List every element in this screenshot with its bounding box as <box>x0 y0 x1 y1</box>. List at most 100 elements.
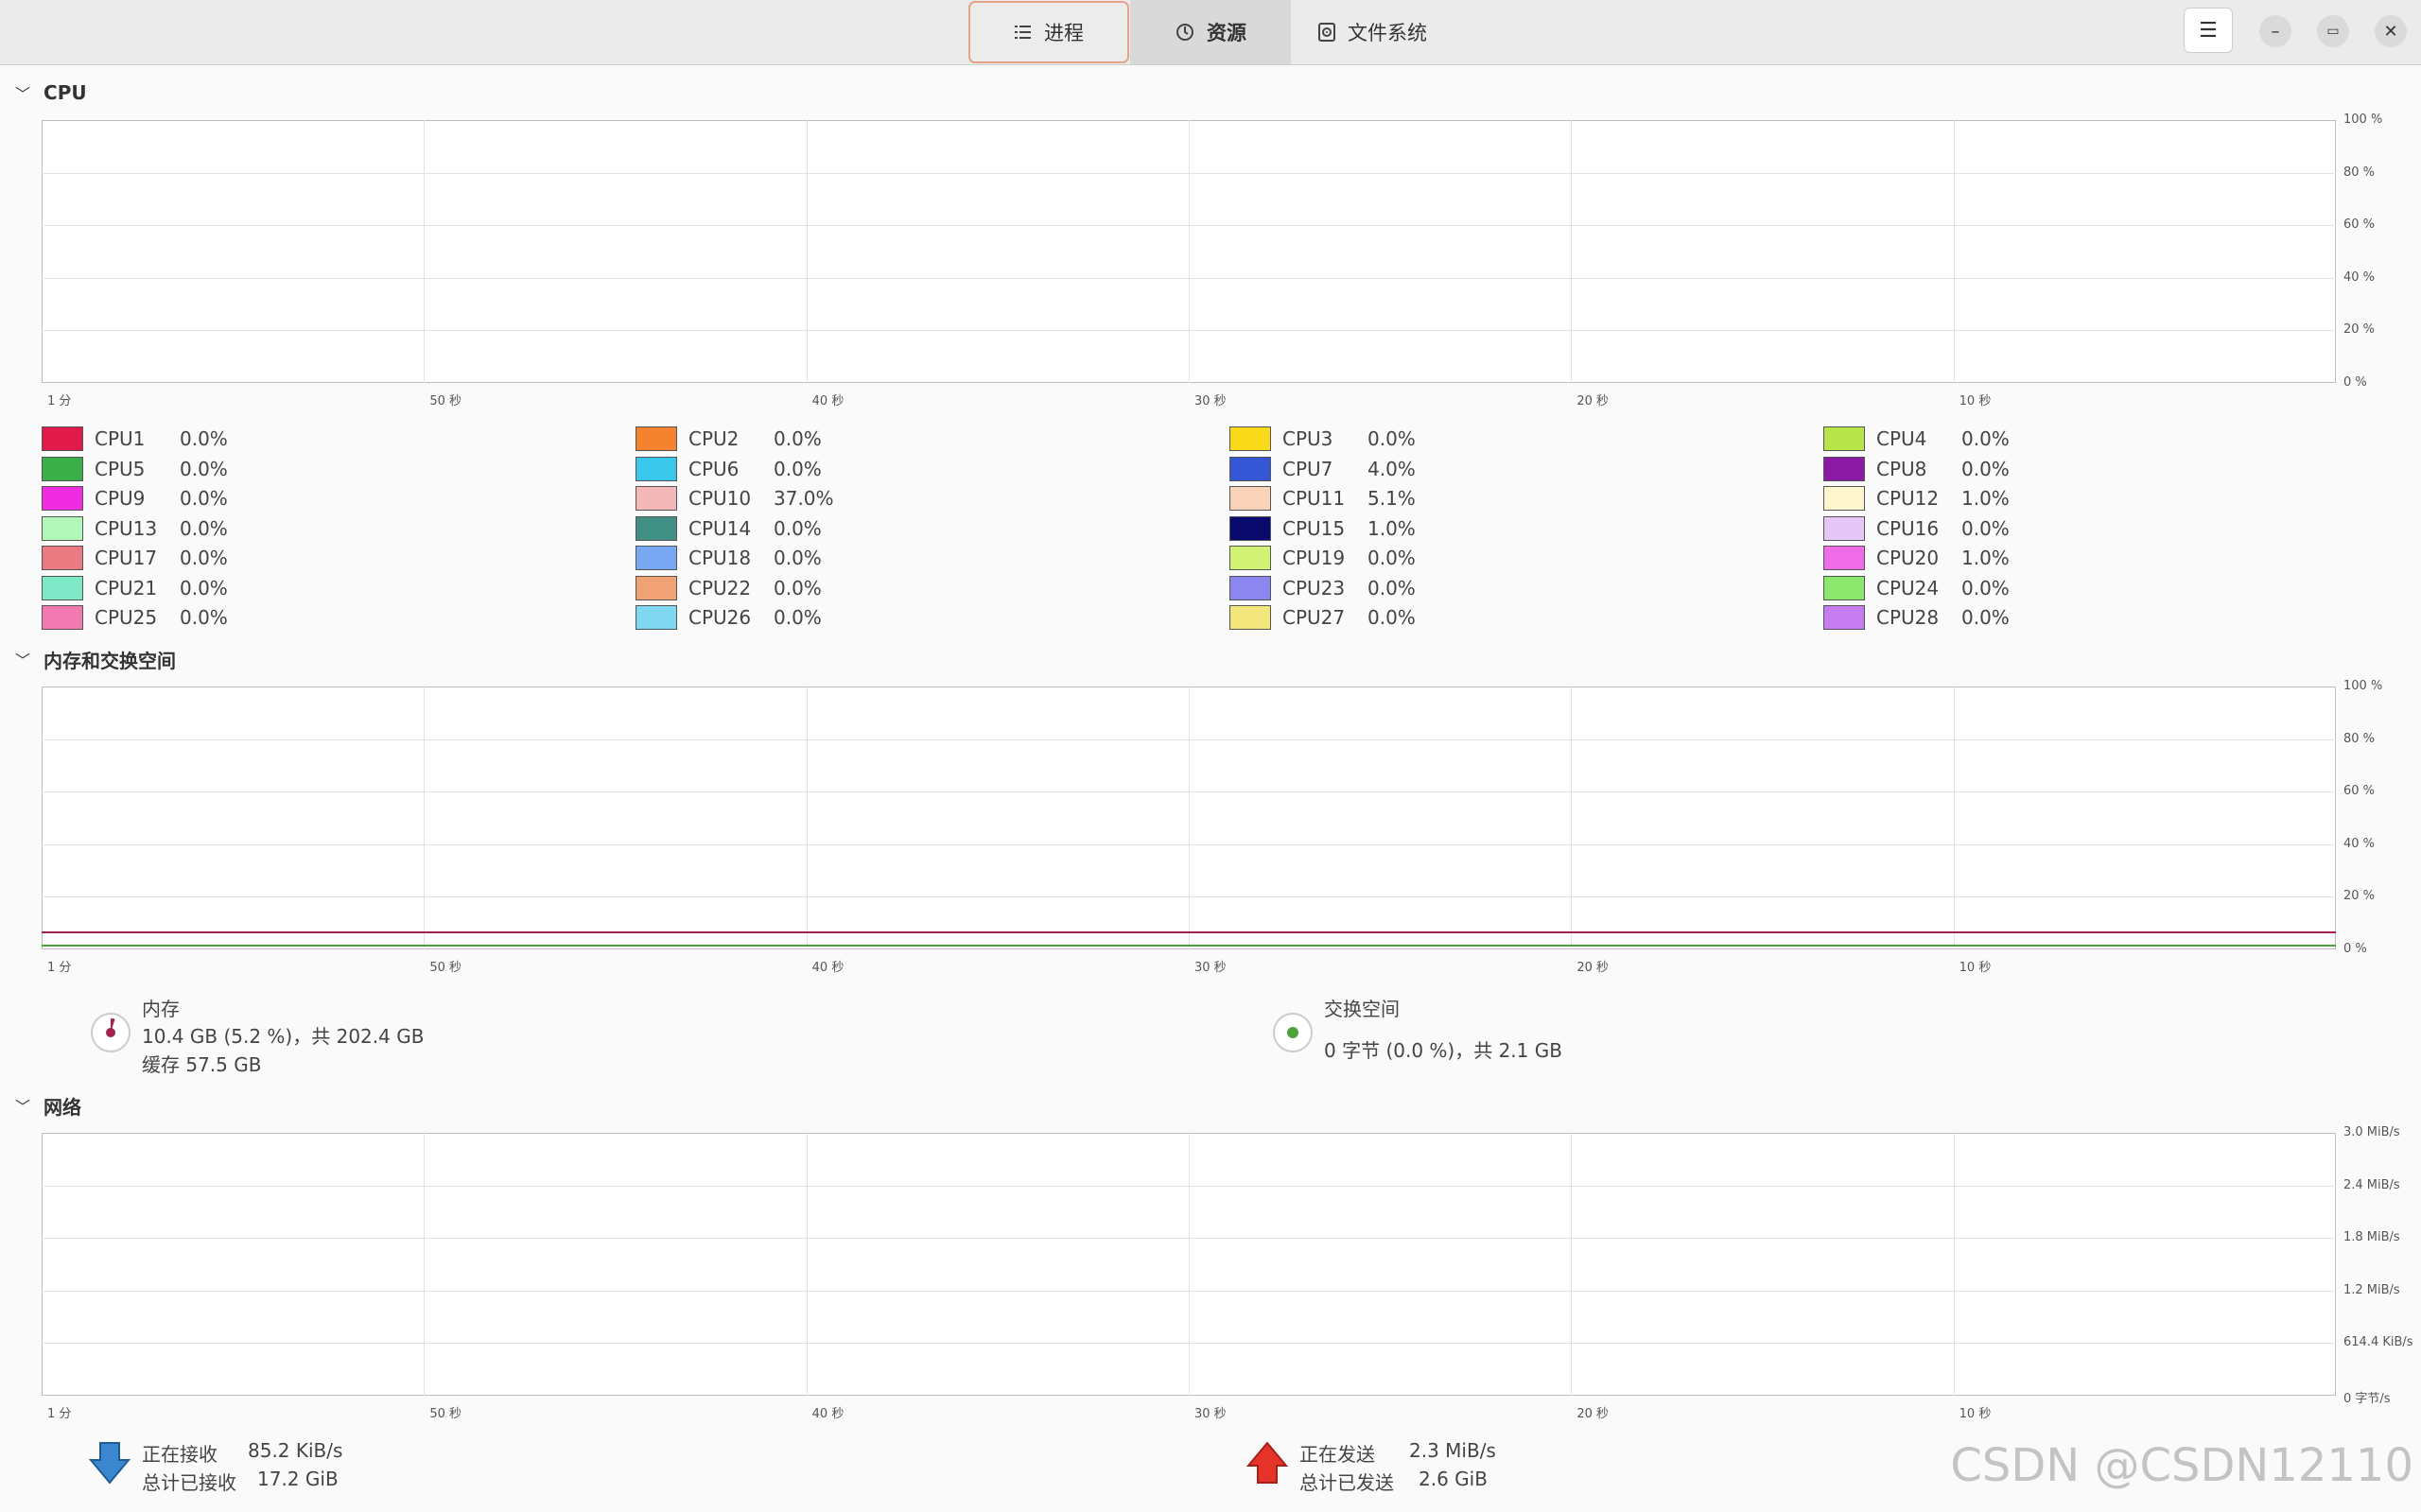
cpu-legend-item[interactable]: CPU24 0.0% <box>1823 575 2037 601</box>
total-received-label: 总计已接收 <box>142 1471 236 1494</box>
cpu-legend-item[interactable]: CPU5 0.0% <box>42 456 255 482</box>
tab-resources[interactable]: 资源 <box>1130 0 1291 64</box>
cpu-color-swatch[interactable] <box>1229 605 1271 630</box>
header-bar: 进程 资源 文件系统 ☰ – ▭ ✕ <box>0 0 2421 65</box>
cpu-color-swatch[interactable] <box>42 456 83 481</box>
close-button[interactable]: ✕ <box>2375 15 2407 47</box>
memory-y-tick: 20 % <box>2343 889 2376 904</box>
cpu-color-swatch[interactable] <box>636 515 677 541</box>
cpu-color-swatch[interactable] <box>1823 546 1865 570</box>
cpu-legend-item[interactable]: CPU6 0.0% <box>636 456 849 482</box>
network-x-tick: 40 秒 <box>811 1407 845 1421</box>
cpu-usage-value: 0.0% <box>180 457 228 480</box>
tab-filesystems[interactable]: 文件系统 <box>1292 0 1453 64</box>
cpu-legend-item[interactable]: CPU15 1.0% <box>1229 515 1443 542</box>
memory-y-tick: 40 % <box>2343 836 2376 851</box>
cpu-color-swatch[interactable] <box>1229 486 1271 511</box>
cpu-name: CPU5 <box>95 457 146 480</box>
cpu-color-swatch[interactable] <box>636 575 677 600</box>
cpu-color-swatch[interactable] <box>42 515 83 541</box>
cpu-name: CPU15 <box>1282 516 1346 540</box>
cpu-legend-item[interactable]: CPU26 0.0% <box>636 604 849 631</box>
cpu-legend-item[interactable]: CPU4 0.0% <box>1823 426 2037 452</box>
cpu-legend-item[interactable]: CPU21 0.0% <box>42 575 255 601</box>
memory-x-tick: 1 分 <box>47 961 72 975</box>
cpu-y-tick: 60 % <box>2343 217 2376 233</box>
cpu-color-swatch[interactable] <box>636 426 677 451</box>
cpu-section-header[interactable]: ﹀ CPU <box>15 78 87 107</box>
cpu-color-swatch[interactable] <box>1229 515 1271 541</box>
cpu-color-swatch[interactable] <box>1823 515 1865 541</box>
cpu-y-tick: 0 % <box>2343 375 2367 390</box>
cpu-legend-item[interactable]: CPU11 5.1% <box>1229 485 1443 512</box>
cpu-color-swatch[interactable] <box>42 575 83 600</box>
cpu-color-swatch[interactable] <box>1823 486 1865 511</box>
cpu-color-swatch[interactable] <box>1229 575 1271 600</box>
cpu-legend-item[interactable]: CPU19 0.0% <box>1229 545 1443 571</box>
cpu-legend-item[interactable]: CPU22 0.0% <box>636 575 849 601</box>
memory-section-header[interactable]: ﹀ 内存和交换空间 <box>15 645 176 673</box>
cpu-legend-item[interactable]: CPU12 1.0% <box>1823 485 2037 512</box>
cpu-legend-item[interactable]: CPU8 0.0% <box>1823 456 2037 482</box>
cpu-x-tick: 40 秒 <box>811 394 845 408</box>
tab-filesystems-label: 文件系统 <box>1348 22 1427 44</box>
chevron-down-icon: ﹀ <box>15 85 31 103</box>
cpu-legend-item[interactable]: CPU3 0.0% <box>1229 426 1443 452</box>
memory-history-graph <box>42 686 2336 949</box>
total-received-value: 17.2 GiB <box>257 1468 339 1490</box>
cpu-legend-item[interactable]: CPU10 37.0% <box>636 485 849 512</box>
cpu-color-swatch[interactable] <box>1823 456 1865 481</box>
cpu-legend-item[interactable]: CPU23 0.0% <box>1229 575 1443 601</box>
cpu-legend-item[interactable]: CPU17 0.0% <box>42 545 255 571</box>
cpu-color-swatch[interactable] <box>42 486 83 511</box>
memory-x-tick: 10 秒 <box>1959 961 1992 975</box>
cpu-legend-item[interactable]: CPU16 0.0% <box>1823 515 2037 542</box>
network-x-tick: 30 秒 <box>1194 1407 1227 1421</box>
cpu-legend-item[interactable]: CPU18 0.0% <box>636 545 849 571</box>
cpu-color-swatch[interactable] <box>1229 426 1271 451</box>
cpu-legend-item[interactable]: CPU14 0.0% <box>636 515 849 542</box>
maximize-button[interactable]: ▭ <box>2317 15 2349 47</box>
tab-processes[interactable]: 进程 <box>968 1 1129 63</box>
cpu-legend-item[interactable]: CPU13 0.0% <box>42 515 255 542</box>
cpu-color-swatch[interactable] <box>42 426 83 451</box>
cpu-color-swatch[interactable] <box>1229 456 1271 481</box>
cpu-color-swatch[interactable] <box>636 486 677 511</box>
cpu-legend-item[interactable]: CPU27 0.0% <box>1229 604 1443 631</box>
cpu-usage-value: 0.0% <box>774 547 822 569</box>
cpu-legend-item[interactable]: CPU7 4.0% <box>1229 456 1443 482</box>
menu-button[interactable]: ☰ <box>2184 8 2233 53</box>
cpu-x-tick: 10 秒 <box>1959 394 1992 408</box>
cpu-legend-item[interactable]: CPU25 0.0% <box>42 604 255 631</box>
cpu-color-swatch[interactable] <box>1823 426 1865 451</box>
swap-usage: 0 字节 (0.0 %)，共 2.1 GB <box>1324 1039 1562 1062</box>
cpu-legend-item[interactable]: CPU1 0.0% <box>42 426 255 452</box>
memory-y-tick: 0 % <box>2343 942 2367 956</box>
cpu-color-swatch[interactable] <box>636 456 677 481</box>
cpu-usage-value: 0.0% <box>180 487 228 510</box>
cpu-name: CPU7 <box>1282 457 1333 480</box>
cpu-legend-item[interactable]: CPU20 1.0% <box>1823 545 2037 571</box>
minimize-button[interactable]: – <box>2259 15 2291 47</box>
sending-label: 正在发送 <box>1299 1443 1375 1466</box>
cpu-usage-value: 5.1% <box>1367 487 1416 510</box>
network-x-tick: 50 秒 <box>429 1407 462 1421</box>
cpu-usage-value: 1.0% <box>1961 547 2010 569</box>
cpu-color-swatch[interactable] <box>42 605 83 630</box>
cpu-usage-value: 0.0% <box>180 606 228 629</box>
receiving-value: 85.2 KiB/s <box>248 1439 343 1462</box>
receiving-label: 正在接收 <box>142 1443 218 1466</box>
cpu-legend-item[interactable]: CPU2 0.0% <box>636 426 849 452</box>
cpu-legend-item[interactable]: CPU28 0.0% <box>1823 604 2037 631</box>
cpu-legend-item[interactable]: CPU9 0.0% <box>42 485 255 512</box>
list-icon <box>1015 26 1031 39</box>
cpu-color-swatch[interactable] <box>1823 605 1865 630</box>
cpu-color-swatch[interactable] <box>1823 575 1865 600</box>
minimize-icon: – <box>2271 21 2280 42</box>
cpu-color-swatch[interactable] <box>1229 546 1271 570</box>
cpu-name: CPU18 <box>688 547 752 569</box>
network-section-header[interactable]: ﹀ 网络 <box>15 1091 81 1120</box>
cpu-color-swatch[interactable] <box>42 546 83 570</box>
cpu-color-swatch[interactable] <box>636 605 677 630</box>
cpu-color-swatch[interactable] <box>636 546 677 570</box>
